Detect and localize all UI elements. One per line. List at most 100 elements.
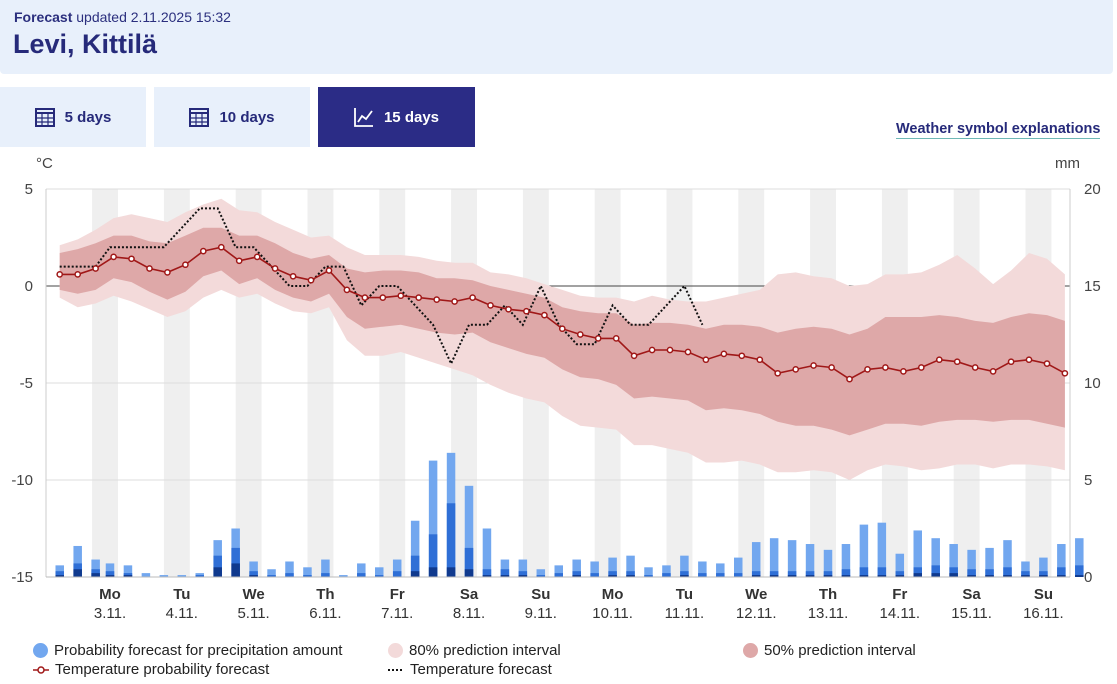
precip-bar-p50 <box>303 575 312 577</box>
precip-bar-p50 <box>500 569 510 577</box>
tab-15-days-label: 15 days <box>383 108 440 126</box>
temp-prob-point <box>451 298 458 305</box>
precip-bar-p90 <box>428 460 438 577</box>
x-tick-day: Sa <box>460 586 479 603</box>
legend-pi50[interactable]: 50% prediction interval <box>743 642 916 659</box>
x-tick-day: Mo <box>99 586 121 603</box>
y-tick-left: 0 <box>25 278 33 295</box>
temp-prob-point <box>199 247 207 255</box>
precip-bar-p10 <box>1057 575 1066 577</box>
precip-bar-p90 <box>410 520 420 577</box>
precip-bar-p10 <box>626 575 635 577</box>
precip-bar-p50 <box>823 571 833 577</box>
temp-prob-point <box>864 366 871 373</box>
precip-bar-p50 <box>518 571 528 577</box>
precip-bar-p50 <box>1003 567 1012 577</box>
temp-prob-point <box>917 364 925 371</box>
y-tick-left: 5 <box>25 181 33 198</box>
x-tick-day: Fr <box>892 586 907 603</box>
legend-temp-prob-label: Temperature probability forecast <box>55 661 270 678</box>
precip-bar-p90 <box>913 530 922 577</box>
precip-bar-p90 <box>249 561 258 577</box>
legend-temp-prob[interactable]: Temperature probability forecast <box>33 661 269 678</box>
precip-bar-p50 <box>572 571 581 577</box>
precip-bar-p10 <box>859 575 869 577</box>
x-tick-day: We <box>242 586 264 603</box>
x-tick-date: 11.11. <box>665 605 704 622</box>
precip-bar-p90 <box>859 524 869 577</box>
precip-bar-p10 <box>823 575 833 577</box>
temp-prob-point <box>307 276 315 284</box>
x-tick-day: We <box>745 586 767 603</box>
legend-pi50-swatch <box>743 643 758 658</box>
precip-bar-p90 <box>734 557 743 577</box>
tab-5-days[interactable]: 5 days <box>0 87 146 147</box>
x-tick-day: Th <box>316 586 334 603</box>
y-axis-right-unit: mm <box>1055 155 1080 172</box>
precip-bar-p10 <box>680 575 689 577</box>
precip-bar-p50 <box>213 555 222 577</box>
tab-10-days[interactable]: 10 days <box>154 87 310 147</box>
temp-prob-point <box>289 272 297 280</box>
temp-prob-point <box>469 294 476 301</box>
precip-bar-p10 <box>249 575 258 577</box>
temp-prob-point <box>828 364 835 371</box>
precip-bar-p90 <box>375 567 384 577</box>
precip-bar-p90 <box>787 540 797 577</box>
legend-pi50-label: 50% prediction interval <box>764 642 916 659</box>
precip-bar-p50 <box>751 571 761 577</box>
x-tick-date: 3.11. <box>94 605 126 622</box>
precip-bar-p50 <box>787 571 797 577</box>
precip-bar-p50 <box>716 573 725 577</box>
x-tick-day: Su <box>531 586 550 603</box>
precip-bar-p10 <box>608 575 617 577</box>
y-tick-left: -5 <box>20 375 33 392</box>
precip-bar-p90 <box>141 573 151 577</box>
legend-temp-fc[interactable]: Temperature forecast <box>388 661 552 678</box>
y-tick-right: 10 <box>1084 375 1101 392</box>
precip-bar-p90 <box>626 555 635 577</box>
legend-pi80[interactable]: 80% prediction interval <box>388 642 561 659</box>
temp-prob-point <box>325 267 333 274</box>
precip-bar-p90 <box>877 522 887 577</box>
temp-prob-point <box>415 294 423 301</box>
temp-prob-point <box>971 364 979 371</box>
precip-bar-p50 <box>931 565 940 577</box>
precip-bar-p50 <box>859 567 869 577</box>
precip-bar-p10 <box>446 567 456 577</box>
precip-bar-p90 <box>482 528 492 577</box>
precip-bar-p90 <box>554 565 563 577</box>
precip-bar-p10 <box>751 575 761 577</box>
temp-prob-point <box>56 271 64 278</box>
weather-symbol-explanations-link[interactable]: Weather symbol explanations <box>896 121 1101 139</box>
precip-bar-p90 <box>267 569 276 577</box>
y-tick-left: -10 <box>11 472 33 489</box>
x-tick-day: Sa <box>962 586 981 603</box>
precip-bar-p90 <box>392 559 402 577</box>
precip-bar-p10 <box>91 573 100 577</box>
temp-prob-point <box>1043 360 1051 367</box>
precip-bar-p90 <box>949 544 958 577</box>
precip-bar-p90 <box>572 559 581 577</box>
precip-bar-p90 <box>321 559 330 577</box>
precip-bar-p90 <box>464 485 474 577</box>
precip-bar-p90 <box>285 561 294 577</box>
y-tick-right: 20 <box>1084 181 1101 198</box>
precip-bar-p90 <box>967 549 976 577</box>
temp-prob-point <box>666 346 674 354</box>
precip-bar-p10 <box>213 567 222 577</box>
precip-bar-p50 <box>877 567 887 577</box>
tab-15-days[interactable]: 15 days <box>318 87 475 147</box>
precip-bar-p10 <box>482 575 492 577</box>
temp-prob-point <box>92 265 99 272</box>
precip-bar-p10 <box>949 573 958 577</box>
precip-bar-p90 <box>357 563 366 577</box>
precip-bar-p90 <box>123 565 133 577</box>
temp-prob-point <box>630 352 638 360</box>
x-tick-date: 15.11. <box>951 605 992 622</box>
y-tick-right: 0 <box>1084 569 1092 586</box>
temp-prob-point <box>810 362 817 369</box>
precip-bar-p50 <box>195 575 204 577</box>
legend-precip[interactable]: Probability forecast for precipitation a… <box>33 642 342 659</box>
temp-prob-point <box>558 325 566 333</box>
